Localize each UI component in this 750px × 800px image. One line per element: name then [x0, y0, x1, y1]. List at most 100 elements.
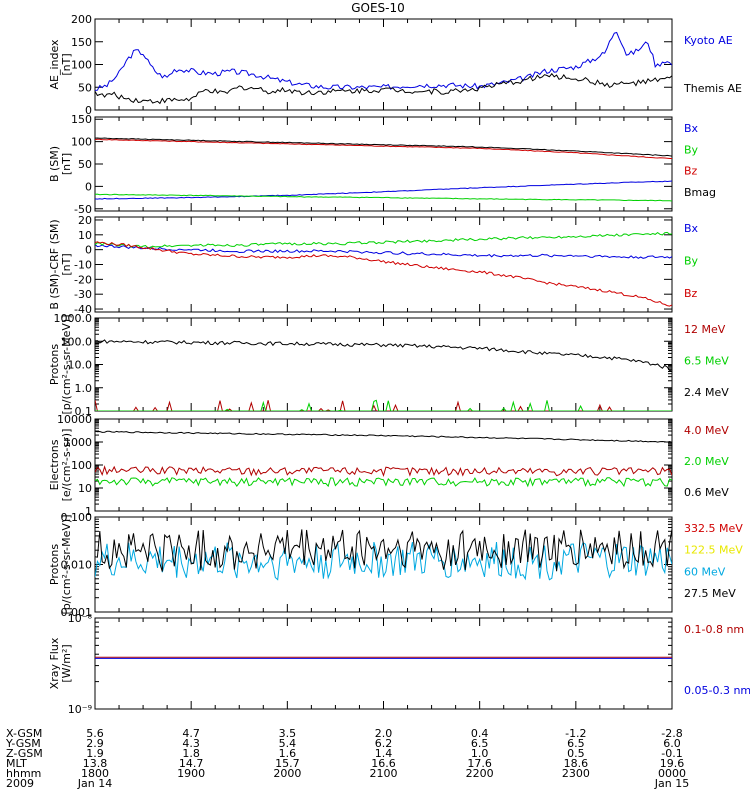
series-line-60-mev [95, 541, 672, 581]
ephemeris-cell: 14.7 [179, 757, 204, 770]
ephemeris-cell: 1.0 [471, 747, 489, 760]
ephemeris-cell: 1.9 [86, 747, 104, 760]
y-tick-label: 0.100 [61, 511, 93, 524]
y-tick-label: 100 [71, 59, 92, 72]
y-tick-label: 10 [78, 482, 92, 495]
y-axis-label-line: [nT] [60, 153, 73, 175]
series-line-kyoto-ae [95, 31, 672, 91]
y-axis-label-line: [e/(cm²-s-sr)] [60, 429, 73, 502]
ephemeris-cell: 1.4 [375, 747, 393, 760]
y-axis-label-line: Xray Flux [48, 637, 61, 689]
y-axis-label: Protons[p/(cm²-s-sr-MeV)] [48, 515, 73, 615]
legend-entry: Bmag [684, 186, 716, 199]
y-axis-label: Xray Flux[W/m²] [48, 637, 73, 689]
ephemeris-cell: 0000 [658, 767, 686, 780]
y-tick-label: 200 [71, 13, 92, 26]
panel-frame [94, 216, 673, 313]
y-tick-label: 0.001 [61, 606, 93, 619]
panel-frame [94, 317, 673, 412]
y-tick-label: 10.0 [68, 359, 93, 372]
ephemeris-cell: -0.1 [661, 747, 682, 760]
series-line-0-6-mev [95, 430, 672, 443]
series-line-bz [95, 138, 672, 159]
panel-xray: 10⁻⁹ 10⁻⁸ Xray Flux[W/m²] 0.1-0.8 nm 0.05-0.… [48, 612, 750, 716]
panel-hiprotons: 0.001 0.010 0.100Protons[p/(cm²-s-sr-MeV)]… [48, 511, 743, 619]
y-tick-label: -10 [74, 259, 92, 272]
y-tick-label: 0 [85, 244, 92, 257]
ephemeris-row-label: MLT [6, 757, 27, 770]
legend-entry: By [684, 143, 699, 156]
y-tick-label: -30 [74, 288, 92, 301]
ephemeris-cell: 2200 [466, 767, 494, 780]
legend-entry: 2.0 MeV [684, 455, 729, 468]
y-axis-label: AE_index[nT] [48, 39, 73, 90]
ephemeris-row-label: Z-GSM [6, 747, 43, 760]
data-area [95, 31, 672, 105]
ephemeris-cell: 15.7 [275, 757, 300, 770]
series-line-by [95, 193, 672, 202]
y-tick-label: 50 [78, 158, 92, 171]
ephemeris-cell: 2.9 [86, 737, 104, 750]
data-area [95, 430, 672, 488]
ephemeris-cell: Jan 14 [77, 777, 112, 790]
legend-entry: 122.5 MeV [684, 544, 743, 557]
y-tick-label: 10000 [57, 413, 92, 426]
ephemeris-cell: 17.6 [467, 757, 492, 770]
ephemeris-cell: 4.3 [182, 737, 200, 750]
ephemeris-cell: 6.5 [567, 737, 585, 750]
y-tick-label: 10⁻⁸ [68, 612, 93, 625]
legend-entry: Bz [684, 287, 698, 300]
y-tick-label: 20 [78, 214, 92, 227]
ephemeris-cell: 19.6 [660, 757, 685, 770]
legend-entry: 0.05-0.3 nm [684, 684, 750, 697]
y-tick-label: 1 [85, 505, 92, 518]
ephemeris-row-label: Y-GSM [5, 737, 41, 750]
y-axis-label: Electrons[e/(cm²-s-sr)] [48, 429, 73, 502]
ephemeris-cell: 1.6 [279, 747, 297, 760]
legend-entry: 6.5 MeV [684, 355, 729, 368]
y-tick-label: 100.0 [61, 335, 93, 348]
legend-entry: 332.5 MeV [684, 522, 743, 535]
ephemeris-cell: 13.8 [83, 757, 108, 770]
data-area [95, 137, 672, 202]
legend-entry: Bz [684, 165, 698, 178]
y-tick-label: 0.1 [75, 405, 93, 418]
ephemeris-row-label: 2009 [6, 777, 34, 790]
ephemeris-cell: 4.7 [182, 727, 200, 740]
data-area [95, 231, 672, 307]
legend-entry: 0.6 MeV [684, 486, 729, 499]
panel-frame [94, 617, 673, 710]
y-tick-label: 100 [71, 459, 92, 472]
panel-protons: 0.11.010.0100.01000.0Protons[p/(cm²-s-sr… [48, 312, 729, 418]
ephemeris-cell: -2.8 [661, 727, 682, 740]
y-axis-label-line: [W/m²] [60, 644, 73, 682]
y-tick-label: 0.010 [61, 559, 93, 572]
y-axis-label: B (SM)[nT] [48, 146, 73, 182]
y-tick-label: 1.0 [75, 382, 93, 395]
panel-frame [94, 116, 673, 212]
ephemeris-row-label: X-GSM [6, 727, 42, 740]
legend-entry: Bx [684, 122, 699, 135]
legend-entry: 27.5 MeV [684, 587, 736, 600]
series-line-bx [95, 244, 672, 259]
y-axis-label-line: Electrons [48, 439, 61, 490]
y-tick-label: -20 [74, 273, 92, 286]
ephemeris-cell: 2.0 [375, 727, 393, 740]
y-tick-label: -50 [74, 203, 92, 216]
ephemeris-cell: 5.6 [86, 727, 104, 740]
y-axis-label-line: B (SM)-CRF (SM) [48, 219, 61, 309]
data-area [95, 656, 672, 659]
legend-entry: 2.4 MeV [684, 386, 729, 399]
ephemeris-cell: 5.4 [279, 737, 297, 750]
y-axis-label-line: B (SM) [48, 146, 61, 182]
series-line-27-5-mev [95, 528, 672, 572]
ephemeris-cell: 2300 [562, 767, 590, 780]
y-axis-label-line: Protons [48, 344, 61, 385]
ephemeris-cell: 0.5 [567, 747, 585, 760]
panel-frame [94, 18, 673, 111]
ephemeris-cell: 3.5 [279, 727, 297, 740]
ephemeris-row-label: hhmm [6, 767, 41, 780]
y-axis-label: Protons[p/(cm²-s-sr-MeV)] [48, 315, 73, 415]
